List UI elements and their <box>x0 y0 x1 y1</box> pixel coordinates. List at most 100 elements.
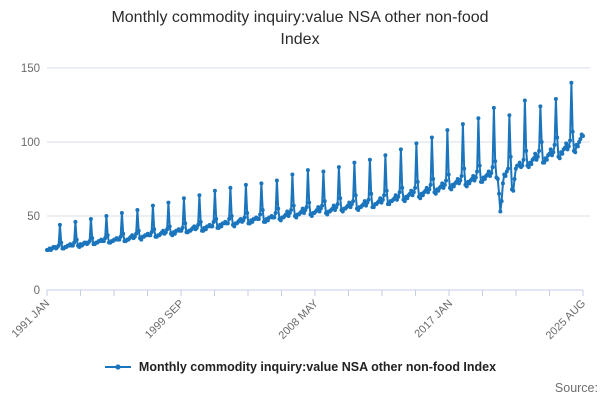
series-point[interactable] <box>490 165 495 170</box>
series-point[interactable] <box>183 221 188 226</box>
series-point[interactable] <box>74 237 79 242</box>
series-point[interactable] <box>537 148 542 153</box>
series-point[interactable] <box>462 166 467 171</box>
series-point[interactable] <box>578 136 583 141</box>
series-point[interactable] <box>152 227 157 232</box>
series-point[interactable] <box>533 151 538 156</box>
series-point[interactable] <box>211 219 216 224</box>
series-point[interactable] <box>529 162 534 167</box>
series-point[interactable] <box>103 236 108 241</box>
series-point[interactable] <box>165 227 170 232</box>
series-point[interactable] <box>121 231 126 236</box>
series-point[interactable] <box>322 199 327 204</box>
series-point[interactable] <box>402 199 407 204</box>
series-point[interactable] <box>464 184 469 189</box>
series-point[interactable] <box>573 150 578 155</box>
series-point[interactable] <box>259 181 264 186</box>
series-point[interactable] <box>480 179 485 184</box>
series-point[interactable] <box>557 156 562 161</box>
series-point[interactable] <box>445 128 450 133</box>
series-point[interactable] <box>197 193 202 198</box>
series-point[interactable] <box>228 185 233 190</box>
series-point[interactable] <box>552 142 557 147</box>
series-point[interactable] <box>90 236 95 241</box>
series-point[interactable] <box>427 187 432 192</box>
series-point[interactable] <box>524 148 529 153</box>
series-point[interactable] <box>521 157 526 162</box>
series-point[interactable] <box>118 234 123 239</box>
series-point[interactable] <box>433 191 438 196</box>
series-line[interactable] <box>47 81 584 252</box>
series-point[interactable] <box>105 233 110 238</box>
series-point[interactable] <box>418 196 423 201</box>
series-point[interactable] <box>210 224 215 229</box>
series-point[interactable] <box>290 172 295 177</box>
series-point[interactable] <box>212 188 217 193</box>
series-point[interactable] <box>508 154 513 159</box>
series-point[interactable] <box>242 215 247 220</box>
series-point[interactable] <box>273 211 278 216</box>
series-point[interactable] <box>442 182 447 187</box>
series-point[interactable] <box>544 157 549 162</box>
series-point[interactable] <box>274 178 279 183</box>
legend-item[interactable]: Monthly commodity inquiry:value NSA othe… <box>0 360 600 374</box>
series-point[interactable] <box>548 147 553 152</box>
series-point[interactable] <box>366 197 371 202</box>
series-point[interactable] <box>569 80 574 85</box>
series-point[interactable] <box>493 159 498 164</box>
series-point[interactable] <box>535 154 540 159</box>
series-point[interactable] <box>72 240 77 245</box>
series-point[interactable] <box>335 202 340 207</box>
series-point[interactable] <box>383 153 388 158</box>
series-point[interactable] <box>196 222 201 227</box>
series-point[interactable] <box>568 138 573 143</box>
series-point[interactable] <box>489 171 494 176</box>
series-point[interactable] <box>307 200 312 205</box>
series-point[interactable] <box>384 188 389 193</box>
series-point[interactable] <box>498 209 503 214</box>
series-point[interactable] <box>396 194 401 199</box>
series-point[interactable] <box>398 147 403 152</box>
series-point[interactable] <box>499 199 504 204</box>
series-point[interactable] <box>413 185 418 190</box>
series-point[interactable] <box>276 206 281 211</box>
series-point[interactable] <box>570 129 575 134</box>
series-point[interactable] <box>272 215 277 220</box>
series-point[interactable] <box>575 144 580 149</box>
series-point[interactable] <box>500 181 505 186</box>
series-point[interactable] <box>136 228 141 233</box>
series-point[interactable] <box>119 211 124 216</box>
series-point[interactable] <box>256 216 261 221</box>
series-point[interactable] <box>542 160 547 165</box>
series-point[interactable] <box>291 203 296 208</box>
series-point[interactable] <box>59 240 64 245</box>
series-point[interactable] <box>400 185 405 190</box>
series-point[interactable] <box>520 163 525 168</box>
series-point[interactable] <box>380 197 385 202</box>
series-point[interactable] <box>260 208 265 213</box>
series-point[interactable] <box>135 208 140 213</box>
series-point[interactable] <box>57 222 62 227</box>
series-point[interactable] <box>526 165 531 170</box>
series-point[interactable] <box>581 134 585 139</box>
series-point[interactable] <box>150 203 155 208</box>
series-point[interactable] <box>512 176 517 181</box>
series-point[interactable] <box>227 216 232 221</box>
series-point[interactable] <box>397 190 402 195</box>
series-point[interactable] <box>444 178 449 183</box>
series-point[interactable] <box>414 141 419 146</box>
series-point[interactable] <box>338 196 343 201</box>
series-point[interactable] <box>564 141 569 146</box>
series-point[interactable] <box>258 212 263 217</box>
series-point[interactable] <box>475 169 480 174</box>
series-point[interactable] <box>476 116 481 121</box>
series-point[interactable] <box>428 182 433 187</box>
series-point[interactable] <box>166 200 171 205</box>
series-point[interactable] <box>320 203 325 208</box>
series-point[interactable] <box>497 191 502 196</box>
series-point[interactable] <box>566 144 571 149</box>
series-point[interactable] <box>458 178 463 183</box>
series-point[interactable] <box>539 139 544 144</box>
series-point[interactable] <box>367 157 372 162</box>
series-point[interactable] <box>167 224 172 229</box>
